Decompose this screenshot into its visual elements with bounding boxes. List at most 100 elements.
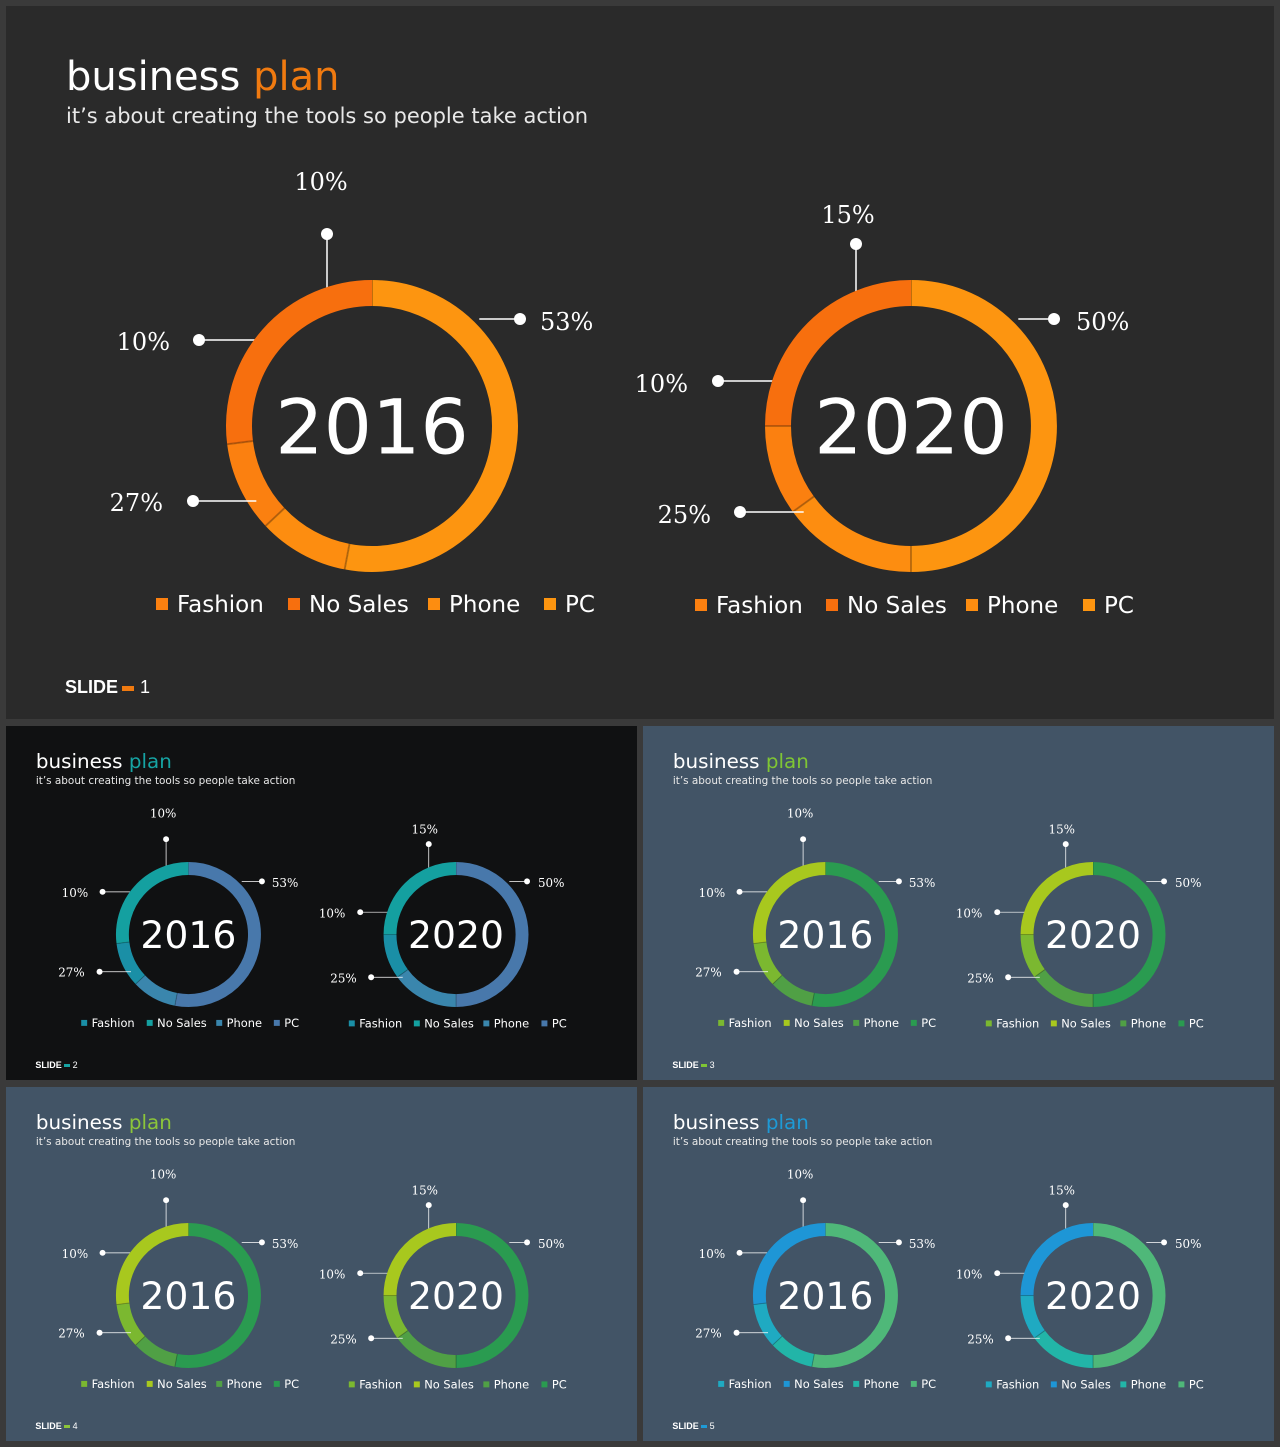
slide-label: SLIDE <box>65 677 119 697</box>
leader-dot <box>712 375 724 387</box>
leader-dot <box>1005 1335 1012 1342</box>
percent-label-pc: 53% <box>909 876 935 890</box>
leader-dot <box>514 313 526 325</box>
legend-swatch <box>1178 1020 1185 1027</box>
slide-4[interactable]: business plan it’s about creating the too… <box>6 1087 637 1441</box>
title-word-business: business <box>672 749 760 773</box>
slide-index: 2 <box>72 1059 78 1070</box>
chart-year-label: 2020 <box>408 913 504 957</box>
leader-dot <box>163 1197 170 1204</box>
donut-segment-fashion <box>116 941 146 985</box>
legend-label-phone: Phone <box>494 1377 529 1391</box>
leader-dot <box>800 1197 807 1204</box>
donut-segment-pc <box>455 1223 529 1369</box>
legend-label-pc: PC <box>1104 593 1134 619</box>
legend-label-phone: Phone <box>1131 1377 1166 1391</box>
chart-year-label: 2020 <box>814 382 1007 471</box>
donut-chart-2016: 53% 10% 10% 27% 2016 Fashion No Sales Phone PC <box>110 168 595 618</box>
legend-label-no-sales: No Sales <box>309 592 409 618</box>
legend-swatch <box>826 599 838 611</box>
legend-label-no-sales: No Sales <box>1061 1016 1111 1030</box>
donut-segment-fashion <box>765 425 815 512</box>
leader-dot <box>733 1329 740 1336</box>
segment-divider <box>397 969 409 978</box>
percent-label-no-sales: 27% <box>695 1327 721 1341</box>
percent-label-phone: 10% <box>294 168 347 196</box>
title-word-business: business <box>35 749 123 773</box>
donut-segment-no-sales <box>765 280 912 427</box>
percent-label-fashion: 10% <box>699 1247 725 1261</box>
slide-5[interactable]: business plan it’s about creating the too… <box>643 1087 1274 1441</box>
slide-2[interactable]: business plan it’s about creating the too… <box>6 726 637 1080</box>
legend-swatch <box>1120 1020 1127 1027</box>
legend-label-phone: Phone <box>227 1377 262 1391</box>
legend-label-phone: Phone <box>449 592 520 618</box>
title-word-plan: plan <box>765 1110 809 1134</box>
donut-segment-pc <box>811 862 898 1008</box>
leader-dot <box>1062 841 1069 848</box>
slide-1[interactable]: business plan it’s about creating the too… <box>6 6 1274 719</box>
chart-year-label: 2016 <box>275 382 468 471</box>
segment-divider <box>264 507 286 527</box>
leader-dot <box>368 974 375 981</box>
page-subtitle: it’s about creating the tools so people … <box>35 774 296 787</box>
legend-swatch <box>910 1019 917 1026</box>
legend-label-fashion: Fashion <box>716 593 803 619</box>
legend-label-pc: PC <box>1189 1377 1204 1391</box>
percent-label-no-sales: 27% <box>110 489 163 517</box>
legend-label-pc: PC <box>921 1377 936 1391</box>
legend-swatch <box>985 1020 992 1027</box>
percent-label-no-sales: 27% <box>695 966 721 980</box>
leader-dot <box>734 506 746 518</box>
donut-chart-2016: 53% 10% 10% 27% 2016 Fashion No Sales Phone PC <box>695 1167 936 1391</box>
segment-divider <box>116 1302 130 1306</box>
donut-segment-pc <box>1092 1223 1166 1369</box>
percent-label-no-sales: 27% <box>58 1327 84 1341</box>
legend-swatch <box>1120 1381 1127 1388</box>
legend-label-no-sales: No Sales <box>847 593 947 619</box>
segment-divider <box>1034 969 1046 978</box>
percent-label-phone: 15% <box>1049 823 1075 837</box>
legend-label-fashion: Fashion <box>996 1016 1039 1030</box>
chart-legend: Fashion No Sales Phone PC <box>81 1016 299 1030</box>
slide-index: 3 <box>709 1059 715 1070</box>
slide-3[interactable]: business plan it’s about creating the too… <box>643 726 1274 1080</box>
segment-divider <box>811 1353 815 1367</box>
legend-label-phone: Phone <box>1131 1016 1166 1030</box>
donut-segment-phone <box>265 507 350 570</box>
donut-segment-no-sales <box>752 862 826 944</box>
title-word-business: business <box>66 54 241 100</box>
segment-divider <box>772 1335 783 1346</box>
legend-swatch <box>428 598 440 610</box>
leader-dot <box>524 1239 531 1246</box>
legend-label-fashion: Fashion <box>177 592 264 618</box>
percent-label-no-sales: 27% <box>58 966 84 980</box>
legend-label-pc: PC <box>552 1016 567 1030</box>
donut-segment-fashion <box>753 1302 783 1346</box>
leader-dot <box>736 1249 743 1256</box>
legend-label-no-sales: No Sales <box>794 1377 844 1391</box>
segment-divider <box>116 941 130 945</box>
leader-dot <box>163 836 170 843</box>
donut-chart-2020: 50% 15% 10% 25% 2020 Fashion No Sales Phone PC <box>956 823 1204 1031</box>
segment-divider <box>772 974 783 985</box>
legend-swatch <box>695 599 707 611</box>
donut-chart-2020: 50% 15% 10% 25% 2020 Fashion No Sales Phone PC <box>956 1184 1204 1392</box>
legend-label-pc: PC <box>284 1016 299 1030</box>
donut-segment-pc <box>811 1223 898 1369</box>
slide-index: 5 <box>709 1420 715 1431</box>
legend-swatch <box>273 1380 280 1387</box>
slide-label: SLIDE <box>35 1059 62 1070</box>
leader-dot <box>1161 1239 1168 1246</box>
legend-swatch <box>413 1020 420 1027</box>
chart-year-label: 2020 <box>1045 913 1141 957</box>
slide-number: SLIDE 2 <box>35 1060 77 1070</box>
percent-label-phone: 15% <box>821 201 874 229</box>
leader-dot <box>733 968 740 975</box>
chart-year-label: 2020 <box>408 1274 504 1318</box>
legend-label-pc: PC <box>284 1377 299 1391</box>
segment-divider <box>753 941 767 945</box>
chart-year-label: 2020 <box>1045 1274 1141 1318</box>
donut-segment-fashion <box>1020 1295 1045 1339</box>
